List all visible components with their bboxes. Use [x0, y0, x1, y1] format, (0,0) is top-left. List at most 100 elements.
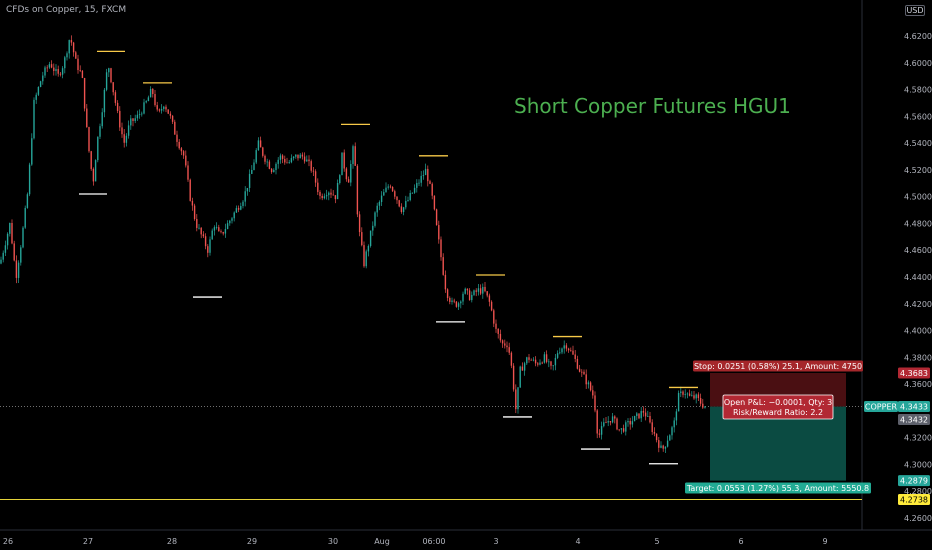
- candle-body: [427, 168, 429, 182]
- candle-down: [165, 104, 167, 113]
- candle-down: [702, 398, 704, 409]
- candle-body: [339, 175, 341, 183]
- candle-body: [352, 146, 354, 165]
- candle-down: [508, 342, 510, 356]
- price-badge-bg: [898, 367, 930, 379]
- candle-down: [169, 111, 172, 119]
- candle-body: [600, 426, 603, 435]
- candle-up: [145, 100, 147, 104]
- candle-down: [433, 195, 436, 211]
- candle-body: [13, 243, 15, 261]
- candle-body: [125, 135, 128, 143]
- candle-down: [114, 90, 117, 106]
- candle-down: [321, 193, 323, 201]
- candle-body: [396, 196, 398, 201]
- candle-body: [281, 155, 284, 159]
- price-tick-label: 4.5200: [904, 166, 932, 175]
- candle-body: [499, 333, 502, 341]
- candle-body: [92, 168, 95, 182]
- candle-body: [11, 222, 13, 244]
- time-tick-label: 27: [83, 537, 93, 546]
- candle-body: [68, 40, 70, 54]
- candle-up: [336, 179, 339, 200]
- candle-down: [455, 301, 458, 308]
- candle-up: [422, 170, 425, 180]
- candle-up: [526, 356, 528, 365]
- candle-up: [125, 133, 128, 147]
- candle-body: [57, 69, 59, 74]
- candle-up: [519, 365, 521, 389]
- candle-body: [75, 52, 77, 59]
- price-tick-label: 4.3200: [904, 434, 932, 443]
- candle-body: [145, 101, 147, 103]
- candle-body: [297, 154, 299, 159]
- candle-up: [235, 205, 238, 214]
- candle-down: [152, 88, 154, 98]
- currency-button[interactable]: USD: [905, 5, 925, 16]
- candle-up: [105, 68, 108, 92]
- price-badge-text: 4.3683: [900, 369, 928, 378]
- open-pnl-label-bg: [722, 394, 834, 420]
- candle-body: [314, 171, 317, 183]
- candle-up: [517, 387, 519, 414]
- candle-body: [464, 288, 466, 294]
- candle-down: [116, 100, 119, 114]
- candle-up: [163, 105, 165, 112]
- candle-body: [61, 68, 64, 75]
- symbol-title: CFDs on Copper, 15, FXCM: [6, 5, 127, 15]
- candle-up: [561, 347, 563, 355]
- candle-body: [528, 357, 530, 360]
- candle-body: [468, 290, 471, 301]
- candle-body: [704, 406, 706, 408]
- candle-body: [200, 227, 202, 235]
- candle-body: [187, 165, 189, 180]
- candle-body: [354, 146, 356, 166]
- candle-body: [110, 68, 112, 83]
- candle-body: [156, 105, 158, 110]
- candle-body: [240, 206, 242, 210]
- candle-body: [72, 42, 75, 53]
- candle-down: [453, 298, 455, 304]
- candle-up: [28, 162, 31, 197]
- candle-body: [486, 291, 488, 296]
- candle-body: [629, 420, 631, 425]
- candle-body: [165, 106, 167, 110]
- candle-body: [405, 200, 407, 208]
- candle-down: [567, 347, 570, 353]
- candle-body: [616, 418, 618, 430]
- candle-down: [361, 227, 363, 247]
- candle-body: [603, 422, 605, 427]
- price-axis[interactable]: 4.6200 4.6000 4.5800 4.5600 4.5400 4.5200 4.50…: [864, 32, 932, 523]
- candle-down: [655, 433, 658, 443]
- candle-down: [510, 351, 513, 369]
- candle-up: [68, 39, 70, 59]
- candle-body: [418, 182, 420, 184]
- time-axis[interactable]: 26 27 28 29 30 Aug 06:00 3 4 5 6 9: [3, 537, 828, 546]
- candle-down: [622, 424, 625, 433]
- candle-body: [677, 392, 680, 412]
- candle-body: [108, 68, 110, 73]
- candle-body: [259, 140, 262, 148]
- short-position-tool[interactable]: Stop: 0.0251 (0.58%) 25.1, Amount: 4750 O…: [685, 360, 871, 494]
- candle-down: [259, 136, 262, 148]
- candle-body: [466, 288, 469, 291]
- candle-body: [596, 410, 598, 434]
- candle-up: [24, 205, 26, 229]
- candle-down: [528, 353, 530, 363]
- candle-down: [391, 186, 394, 192]
- candle-body: [127, 125, 130, 136]
- candle-down: [132, 118, 134, 127]
- candle-body: [420, 175, 422, 183]
- target-label-bg: [685, 482, 871, 494]
- candle-body: [482, 286, 484, 294]
- candle-down: [565, 343, 568, 352]
- candle-body: [675, 411, 678, 421]
- candle-body: [462, 293, 464, 302]
- candle-body: [48, 64, 51, 68]
- candle-down: [303, 152, 306, 164]
- candle-body: [699, 398, 702, 404]
- candle-body: [160, 108, 163, 111]
- candle-body: [292, 156, 295, 159]
- candle-body: [471, 294, 473, 301]
